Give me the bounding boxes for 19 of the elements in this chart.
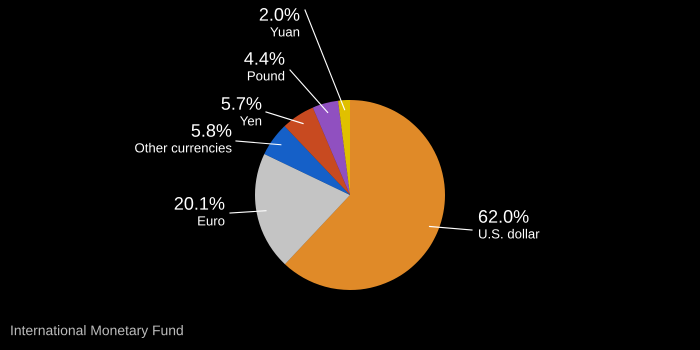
data-label: 2.0% — [260, 8, 300, 21]
slice-label: Other currencies — [135, 142, 232, 153]
pie-slice — [284, 108, 350, 195]
slice-label: Euro — [198, 216, 224, 226]
slice-label: Yuan — [270, 27, 300, 37]
data-label: 20.1% — [174, 197, 224, 210]
data-label: 5.8% — [192, 124, 232, 137]
pie-slice — [312, 100, 350, 195]
pie-slice — [338, 100, 350, 195]
pie-slice — [264, 126, 350, 195]
pie-slice — [255, 154, 350, 264]
slice-label: Yen — [240, 116, 262, 126]
pie-slice — [284, 100, 445, 290]
slice-label: U.S. dollar — [479, 228, 540, 239]
data-label: 62.0% — [478, 210, 529, 223]
data-label: 4.4% — [244, 52, 284, 65]
text: International Monetary Fund — [11, 325, 183, 338]
data-label: 5.7% — [222, 97, 262, 110]
slice-label: Pound — [248, 70, 284, 81]
